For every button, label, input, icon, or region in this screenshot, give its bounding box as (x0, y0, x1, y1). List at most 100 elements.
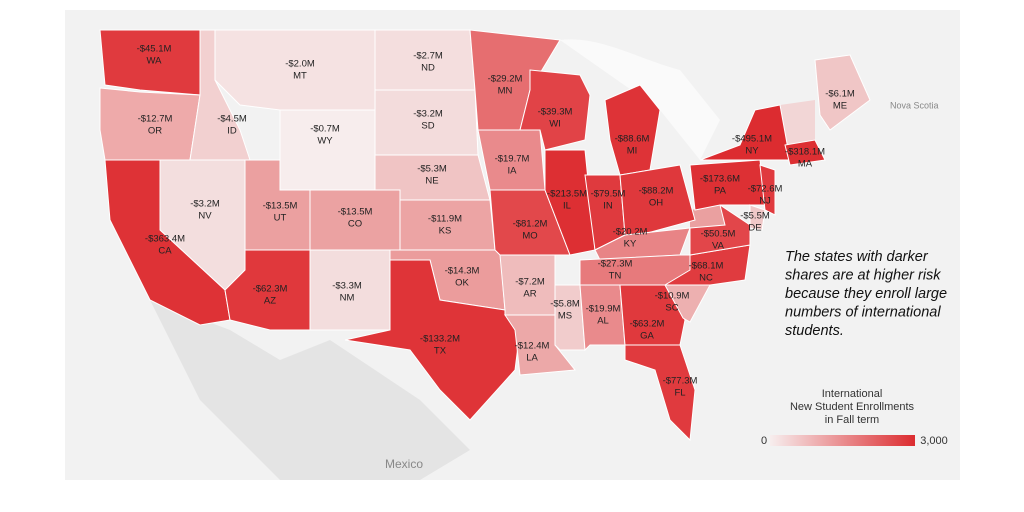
state (344, 259, 521, 421)
state-abbr: ID (227, 126, 237, 137)
state-value: -$3.2M (190, 199, 220, 210)
state-abbr: OK (455, 278, 469, 289)
state-value: -$3.3M (332, 281, 362, 292)
state-value: -$63.2M (630, 319, 665, 330)
state-abbr: LA (526, 353, 538, 364)
state (784, 139, 826, 166)
state-abbr: VA (712, 241, 725, 252)
state-value: -$13.5M (338, 207, 373, 218)
state-abbr: AL (597, 316, 609, 327)
state-abbr: FL (674, 388, 685, 399)
state-value: -$68.1M (689, 261, 724, 272)
state-value: -$173.6M (700, 174, 740, 185)
state-value: -$133.2M (420, 334, 460, 345)
legend-max: 3,000 (920, 435, 948, 447)
state-shape (690, 205, 725, 230)
state-abbr: NV (198, 211, 212, 222)
state-abbr: MS (558, 311, 572, 322)
state-abbr: SC (665, 303, 678, 314)
state-abbr: TX (434, 346, 447, 357)
legend-gradient (770, 435, 915, 446)
state-value: -$88.6M (615, 134, 650, 145)
annotation-line: numbers of international (785, 304, 941, 320)
state-abbr: KS (439, 226, 452, 237)
state-value: -$0.7M (310, 124, 340, 135)
state (554, 284, 586, 351)
state-abbr: MT (293, 71, 307, 82)
states (99, 29, 871, 442)
state-value: -$3.2M (413, 109, 443, 120)
state-value: -$19.9M (586, 304, 621, 315)
state-value: -$13.5M (263, 201, 298, 212)
state (624, 344, 696, 442)
state (749, 204, 766, 231)
state (594, 227, 691, 261)
state-abbr: OH (649, 198, 663, 209)
state-value: -$7.2M (515, 277, 545, 288)
state-value: -$88.2M (639, 186, 674, 197)
state-value: -$318.1M (785, 147, 825, 158)
annotation-line: shares are at higher risk (785, 267, 941, 283)
state-abbr: NE (425, 176, 438, 187)
state-abbr: IA (508, 166, 518, 177)
state-value: -$14.3M (445, 266, 480, 277)
place-label: Mexico (385, 457, 423, 471)
state-abbr: NM (340, 293, 355, 304)
state-abbr: AZ (264, 296, 276, 307)
annotation-line: because they enroll large (785, 286, 947, 302)
state-value: -$27.3M (598, 259, 633, 270)
state-abbr: GA (640, 331, 654, 342)
state-value: -$79.5M (591, 189, 626, 200)
annotation-line: students. (785, 323, 844, 339)
state-value: -$5.5M (740, 211, 770, 222)
state-abbr: SD (421, 121, 434, 132)
state-abbr: NC (699, 273, 713, 284)
state-abbr: MO (522, 231, 537, 242)
state-abbr: MA (798, 159, 813, 170)
state-abbr: WA (147, 56, 163, 67)
state-value: -$12.7M (138, 114, 173, 125)
legend-title: in Fall term (825, 414, 879, 426)
state-value: -$77.3M (663, 376, 698, 387)
state (279, 109, 376, 191)
state-value: -$5.3M (417, 164, 447, 175)
state-value: -$10.9M (655, 291, 690, 302)
state-value: -$363.4M (145, 234, 185, 245)
state (99, 29, 201, 96)
state-abbr: NY (745, 146, 759, 157)
state-value: -$2.7M (413, 51, 443, 62)
state-abbr: IN (603, 201, 613, 212)
state-value: -$5.8M (550, 299, 580, 310)
state-value: -$19.7M (495, 154, 530, 165)
state-value: -$2.0M (285, 59, 315, 70)
state-abbr: MN (498, 86, 513, 97)
state-value: -$62.3M (253, 284, 288, 295)
state (814, 54, 871, 131)
state-value: -$50.5M (701, 229, 736, 240)
state (699, 104, 791, 161)
state-abbr: CO (348, 219, 362, 230)
state-value: -$213.5M (547, 189, 587, 200)
state (689, 159, 766, 211)
state-abbr: WI (549, 119, 561, 130)
state-abbr: CA (158, 246, 172, 257)
legend-title: New Student Enrollments (790, 401, 915, 413)
annotation: The states with darker shares are at high… (785, 249, 947, 339)
state-value: -$72.6M (748, 184, 783, 195)
state-abbr: IL (563, 201, 571, 212)
state-value: -$495.1M (732, 134, 772, 145)
state-abbr: DE (748, 223, 761, 234)
annotation-line: The states with darker (785, 249, 929, 265)
state-abbr: WY (317, 136, 333, 147)
state-abbr: ME (833, 101, 847, 112)
state (619, 164, 696, 236)
state-value: -$12.4M (515, 341, 550, 352)
mexico-land (150, 300, 470, 480)
state-value: -$39.3M (538, 107, 573, 118)
state-value: -$45.1M (137, 44, 172, 55)
state-abbr: KY (624, 239, 637, 250)
state-value: -$29.2M (488, 74, 523, 85)
